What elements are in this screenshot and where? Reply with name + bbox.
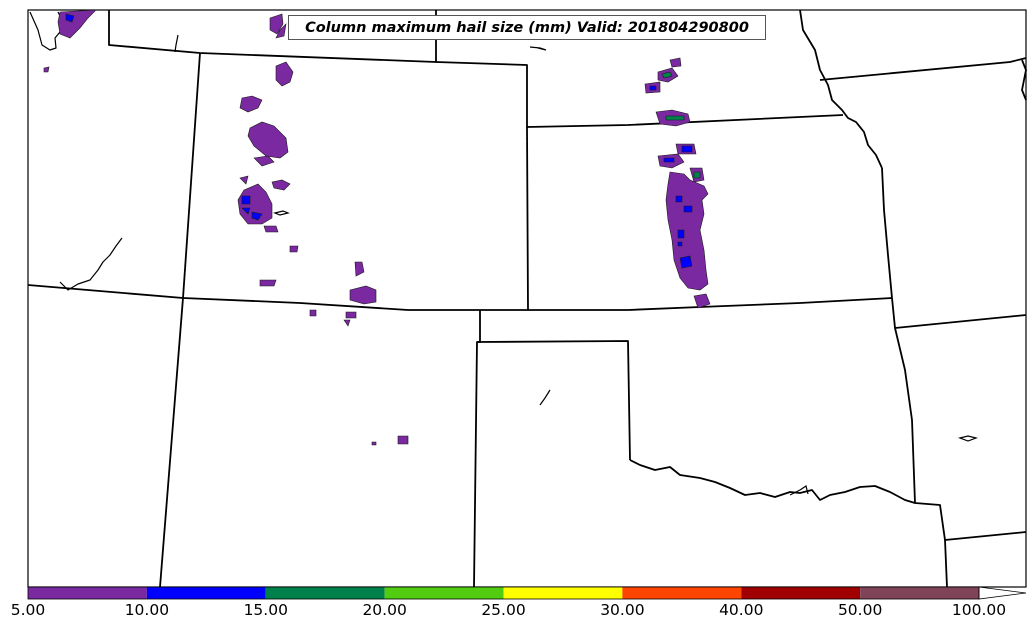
hail-cell — [354, 261, 365, 277]
colorbar-bin — [384, 587, 504, 599]
hail-cell — [237, 183, 273, 225]
lake-2 — [529, 46, 547, 51]
hail-cell — [693, 293, 711, 309]
colorbar-extend-arrow — [978, 586, 1027, 600]
hail-cell — [271, 179, 291, 191]
colorbar-bin — [28, 587, 147, 599]
colorbar-tick-label: 15.00 — [243, 601, 288, 619]
colorbar-tick-label: 5.00 — [10, 601, 46, 619]
lake-1 — [174, 34, 179, 53]
hail-cell — [43, 66, 50, 73]
colorbar-outline — [27, 586, 980, 600]
hail-cell — [259, 279, 277, 287]
hail-cell — [251, 211, 263, 221]
colorbar-tick-label: 25.00 — [481, 601, 526, 619]
hail-cell — [275, 61, 294, 87]
map-title: Column maximum hail size (mm) Valid: 201… — [288, 15, 766, 40]
oklahoma-panhandle — [476, 340, 631, 461]
kansas-missouri-border — [881, 167, 893, 299]
hail-cell — [275, 23, 287, 39]
hail-cell — [675, 195, 683, 203]
colorado-east-border — [526, 126, 529, 311]
hail-cell — [309, 309, 317, 317]
colorbar-bin — [503, 587, 623, 599]
nm-west-border — [159, 297, 184, 588]
colorbar — [27, 586, 1027, 600]
hail-cell — [693, 171, 701, 179]
state-boundaries — [27, 9, 1027, 588]
oklahoma-east-border — [891, 297, 948, 588]
hail-cell — [681, 145, 693, 153]
utah-south-border — [27, 284, 184, 299]
iowa-east-edge — [1021, 59, 1027, 101]
hail-cell — [269, 13, 284, 35]
hail-cell — [241, 195, 251, 205]
hail-cell — [683, 205, 693, 213]
colorbar-bin — [265, 587, 385, 599]
colorbar-tick-label: 50.00 — [837, 601, 883, 619]
lake-6 — [789, 485, 809, 496]
hail-cell — [677, 229, 685, 239]
colorado-south-border — [182, 297, 528, 311]
colorbar-bin — [622, 587, 742, 599]
hail-cell — [669, 57, 682, 68]
hail-cell — [247, 121, 289, 159]
colorbar-bin — [741, 587, 861, 599]
colorado-west-border — [182, 52, 201, 299]
lakes — [174, 34, 979, 496]
hail-cell — [345, 311, 357, 319]
hail-cell — [253, 155, 275, 167]
iowa-missouri-border — [819, 57, 1027, 81]
great-salt-lake-shore — [59, 237, 123, 291]
hail-cell — [371, 441, 377, 446]
arkansas-louisiana-border — [944, 531, 1027, 541]
hail-swaths — [43, 9, 711, 446]
hail-cell — [663, 157, 675, 163]
hail-cell — [239, 95, 263, 113]
colorbar-tick-label: 20.00 — [362, 601, 407, 619]
red-river — [629, 459, 916, 504]
hail-cell — [263, 225, 279, 233]
colorbar-bin — [860, 587, 979, 599]
lake-3 — [273, 210, 290, 216]
hail-cell — [239, 175, 249, 185]
hail-cell — [343, 319, 351, 327]
colorbar-tick-label: 10.00 — [124, 601, 170, 619]
hail-cell — [289, 245, 299, 253]
colorbar-tick-label: 100.00 — [951, 601, 1007, 619]
hail-cell — [65, 13, 75, 23]
lake-4 — [539, 389, 551, 406]
hail-cell — [677, 241, 683, 247]
hail-cell — [241, 207, 251, 215]
colorbar-tick-label: 40.00 — [719, 601, 764, 619]
hail-cell — [661, 71, 673, 79]
hail-cell — [397, 435, 409, 445]
missouri-river-border — [799, 9, 883, 169]
hail-cell — [649, 85, 657, 91]
hail-cell — [679, 255, 693, 269]
lake-5 — [957, 435, 979, 442]
hail-cell — [349, 285, 377, 305]
colorbar-tick-label: 30.00 — [600, 601, 645, 619]
colorbar-bin — [146, 587, 266, 599]
hail-cell — [665, 115, 685, 121]
arkansas-missouri-border — [894, 314, 1027, 329]
